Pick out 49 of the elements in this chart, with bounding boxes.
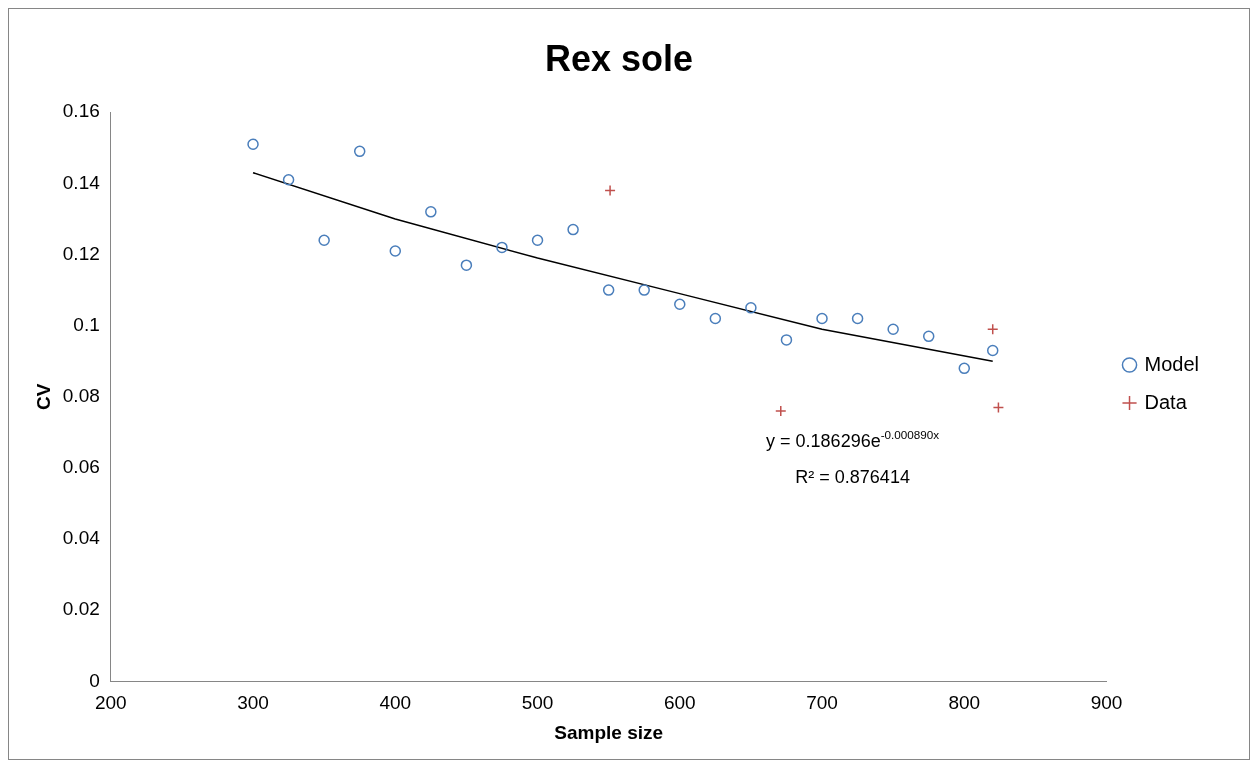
x-tick-label: 500 (521, 692, 554, 714)
point (425, 206, 437, 218)
x-tick-label: 600 (663, 692, 696, 714)
point (496, 241, 508, 254)
point (567, 223, 579, 236)
legend-label: Data (1144, 390, 1188, 413)
point (638, 284, 650, 296)
chart-title: Rex sole (544, 37, 694, 79)
x-tick-label: 800 (948, 692, 981, 714)
point (709, 312, 722, 325)
y-axis-title: CV (32, 383, 54, 410)
x-tick-label: 300 (237, 692, 269, 714)
point (353, 145, 366, 158)
point (282, 174, 295, 186)
y-tick-label: 0.08 (62, 385, 100, 407)
point (887, 323, 899, 335)
y-tick-label: 0.14 (62, 171, 101, 193)
point (389, 245, 402, 257)
y-tick-label: 0.06 (62, 456, 100, 478)
point (816, 312, 828, 325)
x-tick-label: 700 (806, 692, 838, 714)
point (460, 259, 473, 271)
x-tick-label: 200 (94, 692, 127, 714)
point (247, 138, 259, 150)
point (922, 330, 935, 343)
annotation: R² = 0.876414 (795, 467, 910, 488)
legend-label: Model (1144, 352, 1200, 375)
y-tick-label: 0 (89, 669, 100, 691)
x-tick-label: 400 (379, 692, 412, 714)
point (602, 284, 615, 296)
point (318, 234, 330, 247)
y-tick-label: 0.02 (62, 598, 100, 620)
point (851, 312, 864, 325)
point (958, 362, 971, 375)
point (986, 344, 999, 357)
x-axis-title: Sample size (554, 721, 664, 743)
x-tick-label: 900 (1090, 692, 1123, 714)
point (992, 401, 1005, 414)
point (780, 334, 793, 346)
point (745, 302, 757, 314)
point (986, 323, 999, 335)
y-tick-label: 0.04 (62, 527, 101, 549)
point (531, 234, 544, 247)
y-tick-label: 0.12 (62, 242, 100, 264)
point (775, 405, 787, 417)
point (604, 184, 616, 197)
y-tick-label: 0.1 (73, 313, 100, 335)
point (674, 298, 686, 311)
y-tick-label: 0.16 (62, 100, 100, 122)
